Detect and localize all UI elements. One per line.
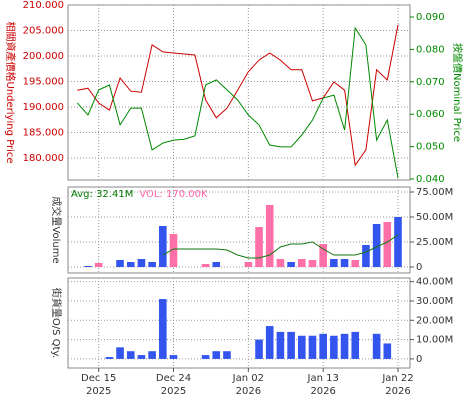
bar bbox=[84, 266, 92, 267]
y-tick-label: 210.000 bbox=[23, 0, 64, 11]
bar bbox=[372, 224, 381, 267]
y-axis-label: 街貨量O/S Qty. bbox=[50, 288, 63, 358]
y2-tick-label: 0.040 bbox=[416, 174, 445, 185]
bar bbox=[169, 355, 178, 359]
bar bbox=[126, 351, 135, 359]
bar bbox=[308, 260, 317, 267]
bar bbox=[116, 260, 124, 267]
bar bbox=[330, 259, 338, 267]
y-tick-label: 75.00M bbox=[416, 187, 453, 198]
bar bbox=[265, 205, 274, 267]
y-tick-label: 0 bbox=[416, 262, 422, 273]
x-tick-label: Dec 15 bbox=[81, 373, 116, 384]
annotation: VOL: 170.00K bbox=[139, 189, 208, 200]
x-tick-label: Dec 24 bbox=[156, 373, 191, 384]
x-tick-label: Jan 02 bbox=[232, 373, 264, 384]
x-tick-year: 2026 bbox=[236, 386, 261, 397]
bar bbox=[105, 356, 114, 359]
bar bbox=[351, 260, 360, 267]
annotation: Avg: 32.41M bbox=[71, 189, 133, 200]
bar bbox=[308, 335, 317, 359]
y-tick-label: 0 bbox=[416, 354, 422, 365]
y-tick-label: 180.000 bbox=[23, 153, 64, 164]
x-tick-label: Jan 13 bbox=[307, 373, 339, 384]
bar bbox=[297, 259, 306, 267]
y2-tick-label: 0.070 bbox=[416, 77, 445, 88]
y-tick-label: 200.000 bbox=[23, 51, 64, 62]
y-tick-label: 205.000 bbox=[23, 26, 64, 37]
bar bbox=[148, 262, 156, 267]
price-line bbox=[77, 24, 399, 167]
y2-tick-label: 0.090 bbox=[416, 12, 445, 23]
x-tick-label: Jan 22 bbox=[381, 373, 413, 384]
y-axis-label: 成交量Volume bbox=[50, 196, 63, 263]
bar bbox=[116, 347, 124, 359]
y-tick-label: 40.00M bbox=[416, 277, 453, 288]
bar bbox=[137, 259, 146, 267]
y-tick-label: 30.00M bbox=[416, 296, 453, 307]
bar bbox=[212, 351, 221, 359]
x-tick-year: 2025 bbox=[161, 386, 186, 397]
bar bbox=[319, 333, 327, 359]
y-tick-label: 50.00M bbox=[416, 212, 453, 223]
bar bbox=[340, 259, 349, 267]
bar bbox=[276, 259, 285, 267]
bar bbox=[287, 262, 295, 267]
y-tick-label: 195.000 bbox=[23, 77, 64, 88]
bar bbox=[255, 227, 263, 267]
y2-tick-label: 0.060 bbox=[416, 109, 445, 120]
bar bbox=[265, 326, 274, 359]
bar bbox=[212, 262, 221, 267]
bar bbox=[223, 351, 231, 359]
x-tick-year: 2026 bbox=[385, 386, 410, 397]
y-tick-label: 10.00M bbox=[416, 335, 453, 346]
bar bbox=[169, 234, 178, 267]
bar bbox=[372, 333, 381, 359]
y-tick-label: 20.00M bbox=[416, 315, 453, 326]
bar bbox=[201, 355, 210, 359]
plot-frame bbox=[67, 4, 411, 181]
bar bbox=[148, 351, 156, 359]
y-tick-label: 25.00M bbox=[416, 237, 453, 248]
bar bbox=[394, 217, 402, 267]
y-tick-label: 190.000 bbox=[23, 102, 64, 113]
bar bbox=[137, 355, 146, 359]
x-tick-year: 2026 bbox=[310, 386, 335, 397]
y2-axis-label: 按盤價Nominal Price bbox=[451, 43, 464, 142]
x-tick-year: 2025 bbox=[86, 386, 111, 397]
bar bbox=[340, 333, 349, 359]
bar bbox=[94, 263, 103, 267]
bar bbox=[126, 262, 135, 267]
y2-tick-label: 0.080 bbox=[416, 44, 445, 55]
bar bbox=[383, 222, 392, 267]
bar bbox=[201, 264, 210, 267]
average-line bbox=[162, 234, 399, 259]
bar bbox=[330, 335, 338, 359]
y-axis-label: 相關資產價格Underlying Price bbox=[4, 21, 17, 163]
bar bbox=[362, 245, 370, 267]
bar bbox=[287, 331, 295, 359]
bar bbox=[297, 335, 306, 359]
bar bbox=[276, 331, 285, 359]
y2-tick-label: 0.050 bbox=[416, 142, 445, 153]
y-tick-label: 185.000 bbox=[23, 128, 64, 139]
price-line bbox=[76, 26, 399, 179]
bar bbox=[383, 343, 392, 359]
plot-frame bbox=[67, 186, 411, 274]
bar bbox=[319, 244, 327, 267]
bar bbox=[255, 339, 263, 359]
bar bbox=[159, 226, 167, 267]
bar bbox=[159, 299, 167, 359]
bar bbox=[351, 331, 360, 359]
bar bbox=[244, 262, 253, 267]
